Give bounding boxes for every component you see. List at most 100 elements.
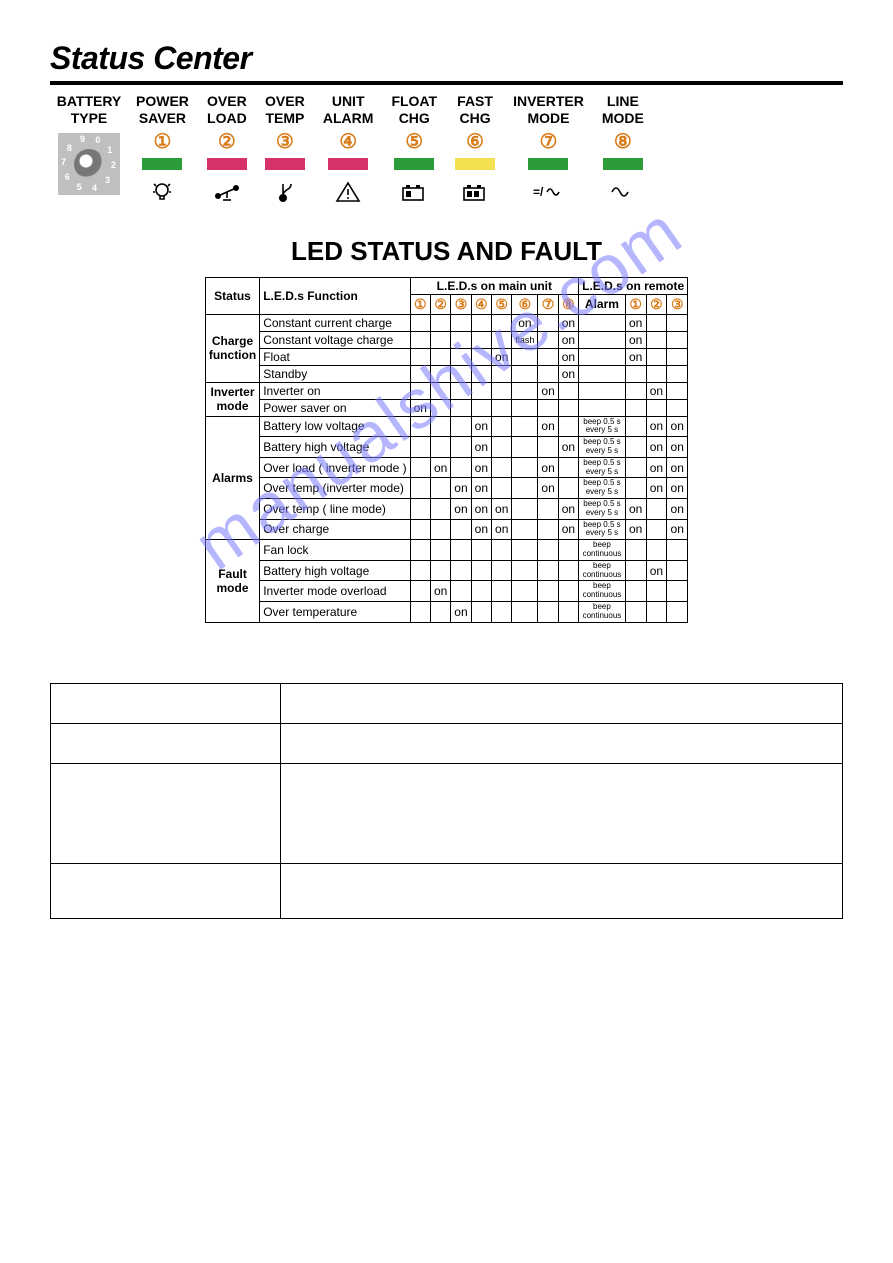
table-row: AlarmsBattery low voltageononbeep 0.5 se… — [205, 416, 687, 437]
led-cell: on — [558, 519, 578, 540]
table-row: Battery high voltageononbeep 0.5 severy … — [205, 437, 687, 458]
dial-number: 6 — [65, 172, 70, 182]
table-row — [51, 763, 843, 863]
remote-cell — [667, 348, 688, 365]
led-cell — [538, 365, 558, 382]
alarm-cell — [579, 382, 626, 399]
remote-cell — [646, 331, 667, 348]
led-cell — [538, 581, 558, 602]
col-num: ⑦ — [538, 294, 558, 314]
remote-cell — [625, 601, 646, 622]
table-row — [51, 683, 843, 723]
led-cell — [430, 560, 450, 581]
led-cell — [410, 601, 430, 622]
func-cell: Over temperature — [260, 601, 410, 622]
indicator-col: OVERTEMP③ — [265, 93, 305, 206]
led-cell: on — [471, 519, 491, 540]
led-cell — [430, 314, 450, 331]
table-row: InvertermodeInverter ononon — [205, 382, 687, 399]
led-cell — [430, 540, 450, 561]
led-cell — [538, 540, 558, 561]
led-cell — [410, 560, 430, 581]
indicator-label: OVER — [207, 93, 247, 110]
led-cell — [430, 331, 450, 348]
led-cell — [492, 560, 512, 581]
remote-cell — [646, 581, 667, 602]
alarm-cell — [579, 399, 626, 416]
indicator-number: ④ — [339, 129, 357, 154]
remote-cell — [667, 331, 688, 348]
remote-cell: on — [667, 519, 688, 540]
led-cell — [558, 560, 578, 581]
col-num: ⑤ — [492, 294, 512, 314]
led-cell — [492, 478, 512, 499]
led-cell — [430, 601, 450, 622]
indicator-number: ③ — [276, 129, 294, 154]
led-cell: on — [471, 437, 491, 458]
battery-type-dial: 8901234567 — [58, 133, 120, 195]
indicator-number: ① — [153, 129, 171, 154]
led-cell — [471, 560, 491, 581]
led-cell — [492, 399, 512, 416]
func-cell: Over charge — [260, 519, 410, 540]
led-cell: on — [430, 457, 450, 478]
dc-icon: =/ — [533, 178, 563, 206]
group-label: Alarms — [205, 416, 259, 540]
col-alarm: Alarm — [579, 294, 626, 314]
remote-cell: on — [646, 416, 667, 437]
dial-number: 4 — [92, 183, 97, 193]
led-cell — [451, 365, 471, 382]
dial-number: 2 — [111, 160, 116, 170]
led-cell: on — [558, 437, 578, 458]
remote-cell — [646, 365, 667, 382]
bat2-icon — [462, 178, 488, 206]
col-num: ⑧ — [558, 294, 578, 314]
led-cell: on — [538, 457, 558, 478]
battery-type-col: BATTERY TYPE 8901234567 — [50, 93, 128, 195]
led-cell — [410, 348, 430, 365]
led-cell — [538, 437, 558, 458]
remote-cell — [667, 399, 688, 416]
alarm-cell: beep 0.5 severy 5 s — [579, 457, 626, 478]
remote-cell: on — [667, 478, 688, 499]
led-cell: on — [471, 457, 491, 478]
led-cell — [451, 560, 471, 581]
remote-cell: on — [646, 560, 667, 581]
group-label: Faultmode — [205, 540, 259, 622]
led-cell — [451, 399, 471, 416]
blank-cell — [281, 683, 843, 723]
led-cell — [558, 382, 578, 399]
led-cell — [492, 365, 512, 382]
led-cell — [410, 365, 430, 382]
led-cell — [471, 399, 491, 416]
led-cell — [492, 314, 512, 331]
led-cell: on — [558, 331, 578, 348]
col-status: Status — [205, 277, 259, 314]
led-cell — [471, 601, 491, 622]
dial-number: 3 — [105, 175, 110, 185]
led-cell: on — [512, 314, 538, 331]
led-cell — [410, 314, 430, 331]
led-cell — [512, 519, 538, 540]
led-cell — [512, 365, 538, 382]
alarm-cell: beepcontinuous — [579, 560, 626, 581]
remote-cell: on — [625, 314, 646, 331]
led-cell: flash — [512, 331, 538, 348]
indicator-label: MODE — [602, 110, 644, 127]
led-cell — [512, 478, 538, 499]
led-cell: on — [558, 498, 578, 519]
remote-cell — [667, 540, 688, 561]
remote-cell: on — [646, 457, 667, 478]
led-cell: on — [538, 382, 558, 399]
led-cell — [410, 382, 430, 399]
remote-cell: on — [667, 416, 688, 437]
led-cell — [492, 382, 512, 399]
led-cell — [558, 478, 578, 499]
func-cell: Inverter mode overload — [260, 581, 410, 602]
indicator-number: ⑤ — [405, 129, 423, 154]
led-cell — [410, 519, 430, 540]
led-cell: on — [492, 519, 512, 540]
table-row — [51, 723, 843, 763]
dial-number: 9 — [80, 134, 85, 144]
indicator-label: OVER — [265, 93, 305, 110]
